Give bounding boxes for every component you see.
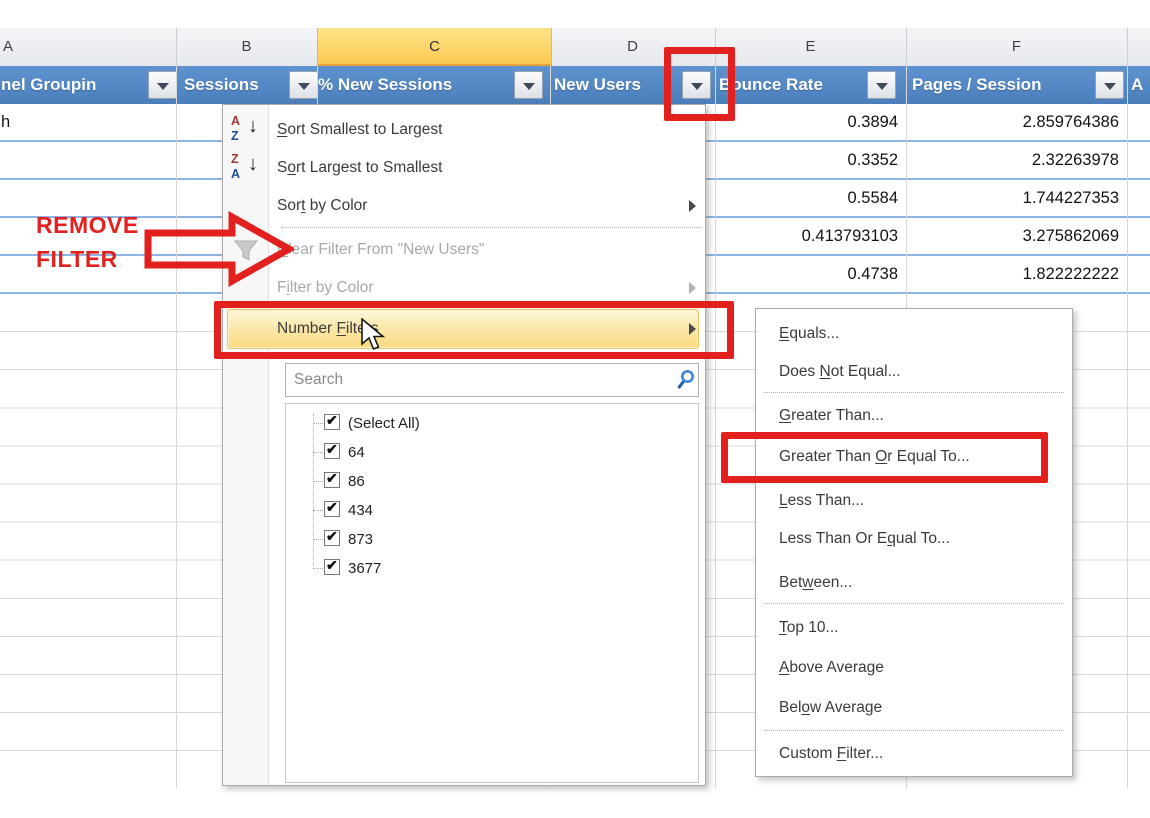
checkbox-checked-icon[interactable]: ✔ bbox=[324, 499, 340, 517]
cell-pages-per-session[interactable]: 1.744227353 bbox=[1022, 189, 1119, 207]
header-percent-new-sessions: % New Sessions bbox=[318, 75, 453, 94]
filter-button-percent-new-sessions[interactable] bbox=[514, 71, 543, 99]
cell-bounce-rate[interactable]: 0.3894 bbox=[847, 113, 898, 131]
checkbox-checked-icon[interactable]: ✔ bbox=[324, 470, 340, 488]
menu-separator bbox=[281, 227, 701, 228]
gridline-vertical bbox=[715, 66, 716, 788]
submenu-item-custom-filter[interactable]: Custom Filter... bbox=[779, 745, 884, 762]
annotation-arrow-icon bbox=[144, 211, 294, 287]
autofilter-dropdown-menu: A Z ↓ Z A ↓ Sort Smallest to Largest Sor… bbox=[222, 104, 706, 786]
filter-search-box bbox=[285, 363, 699, 397]
menu-icon-gutter bbox=[223, 105, 269, 785]
filter-value-item[interactable]: ✔ 64 bbox=[286, 438, 696, 467]
column-header-A[interactable]: A bbox=[0, 28, 177, 66]
annotation-filter-text: FILTER bbox=[36, 246, 118, 272]
cell-pages-per-session[interactable]: 2.859764386 bbox=[1022, 113, 1119, 131]
filter-button-channel-grouping[interactable] bbox=[148, 71, 177, 99]
filter-value-item[interactable]: ✔ 873 bbox=[286, 525, 696, 554]
submenu-item-above-average[interactable]: Above Average bbox=[779, 659, 884, 676]
gridline-vertical bbox=[176, 66, 177, 788]
tree-dotted-line bbox=[313, 414, 314, 566]
header-bounce-rate: Bounce Rate bbox=[719, 75, 823, 94]
table-header-row: nel Groupin Sessions % New Sessions New … bbox=[0, 66, 1150, 104]
filter-dropdown-icon bbox=[876, 83, 888, 90]
filter-button-pages-per-session[interactable] bbox=[1095, 71, 1124, 99]
filter-dropdown-icon bbox=[523, 83, 535, 90]
annotation-box-greater-than-or-equal-to bbox=[721, 432, 1048, 483]
header-truncated: A bbox=[1131, 75, 1144, 94]
filter-dropdown-icon bbox=[1104, 83, 1116, 90]
number-filters-submenu: Equals... Does Not Equal... Greater Than… bbox=[755, 308, 1073, 777]
submenu-arrow-icon bbox=[689, 282, 696, 294]
search-icon[interactable] bbox=[676, 369, 696, 391]
filter-value-item[interactable]: ✔ 434 bbox=[286, 496, 696, 525]
checkbox-checked-icon[interactable]: ✔ bbox=[324, 528, 340, 546]
filter-value-list: ✔ (Select All) ✔ 64 ✔ 86 ✔ 434 ✔ 873 bbox=[285, 403, 699, 783]
filter-dropdown-icon bbox=[691, 83, 703, 90]
gridline-vertical bbox=[1127, 66, 1128, 788]
cell-pages-per-session[interactable]: 2.32263978 bbox=[1031, 151, 1119, 169]
annotation-remove-text: REMOVE bbox=[36, 212, 139, 238]
submenu-item-less-than-or-equal-to[interactable]: Less Than Or Equal To... bbox=[779, 530, 950, 547]
cell-bounce-rate[interactable]: 0.4738 bbox=[847, 265, 898, 283]
filter-button-sessions[interactable] bbox=[289, 71, 318, 99]
submenu-item-top-10[interactable]: Top 10... bbox=[779, 619, 839, 636]
filter-value-item[interactable]: ✔ 86 bbox=[286, 467, 696, 496]
submenu-arrow-icon bbox=[689, 323, 696, 335]
filter-value-select-all[interactable]: ✔ (Select All) bbox=[286, 409, 696, 438]
sort-za-icon: Z A ↓ bbox=[231, 152, 258, 181]
menu-item-sort-by-color[interactable]: Sort by Color bbox=[277, 197, 368, 214]
submenu-item-does-not-equal[interactable]: Does Not Equal... bbox=[779, 363, 901, 380]
cell-pages-per-session[interactable]: 1.822222222 bbox=[1022, 265, 1119, 283]
submenu-arrow-icon bbox=[689, 200, 696, 212]
cell-bounce-rate[interactable]: 0.413793103 bbox=[801, 227, 898, 245]
header-pages-per-session: Pages / Session bbox=[912, 75, 1042, 94]
checkbox-checked-icon[interactable]: ✔ bbox=[324, 441, 340, 459]
submenu-item-less-than[interactable]: Less Than... bbox=[779, 492, 865, 509]
search-input[interactable] bbox=[286, 364, 674, 396]
mouse-cursor-icon bbox=[361, 318, 386, 351]
filter-button-bounce-rate[interactable] bbox=[867, 71, 896, 99]
cell-channel[interactable]: h bbox=[1, 113, 11, 131]
cell-bounce-rate[interactable]: 0.3352 bbox=[847, 151, 898, 169]
annotation-box-number-filters bbox=[214, 301, 734, 359]
column-letter-band: A B C D E F bbox=[0, 28, 1150, 67]
submenu-item-greater-than-or-equal-to[interactable]: Greater Than Or Equal To... bbox=[779, 448, 970, 465]
submenu-item-below-average[interactable]: Below Average bbox=[779, 699, 883, 716]
column-header-F[interactable]: F bbox=[906, 28, 1128, 66]
menu-item-number-filters-highlight bbox=[227, 309, 699, 349]
menu-item-sort-largest-to-smallest[interactable]: Sort Largest to Smallest bbox=[277, 159, 443, 176]
filter-dropdown-icon bbox=[298, 83, 310, 90]
submenu-item-between[interactable]: Between... bbox=[779, 574, 853, 591]
menu-item-clear-filter[interactable]: Clear Filter From "New Users" bbox=[277, 241, 485, 258]
column-header-B[interactable]: B bbox=[176, 28, 318, 66]
header-new-users: New Users bbox=[554, 75, 641, 94]
column-header-E[interactable]: E bbox=[715, 28, 907, 66]
cell-pages-per-session[interactable]: 3.275862069 bbox=[1022, 227, 1119, 245]
filter-dropdown-icon bbox=[157, 83, 169, 90]
checkbox-checked-icon[interactable]: ✔ bbox=[324, 557, 340, 575]
submenu-separator bbox=[764, 730, 1064, 731]
column-header-partial[interactable] bbox=[1127, 28, 1150, 66]
header-sessions: Sessions bbox=[184, 75, 259, 94]
sort-az-icon: A Z ↓ bbox=[231, 114, 258, 143]
clear-filter-funnel-icon bbox=[233, 240, 259, 261]
filter-value-item[interactable]: ✔ 3677 bbox=[286, 554, 696, 583]
submenu-item-equals[interactable]: Equals... bbox=[779, 325, 840, 342]
submenu-item-greater-than[interactable]: Greater Than... bbox=[779, 407, 884, 424]
annotation-box-new-users-filter-arrow bbox=[664, 47, 735, 121]
cell-bounce-rate[interactable]: 0.5584 bbox=[847, 189, 898, 207]
filter-button-new-users[interactable] bbox=[682, 71, 711, 99]
submenu-separator bbox=[764, 603, 1064, 604]
header-channel-grouping: nel Groupin bbox=[1, 75, 97, 94]
submenu-separator bbox=[764, 392, 1064, 393]
column-header-C-selected[interactable]: C bbox=[317, 28, 552, 66]
menu-item-filter-by-color[interactable]: Filter by Color bbox=[277, 279, 374, 296]
menu-item-sort-smallest-to-largest[interactable]: Sort Smallest to Largest bbox=[277, 121, 443, 138]
checkbox-checked-icon[interactable]: ✔ bbox=[324, 412, 340, 430]
